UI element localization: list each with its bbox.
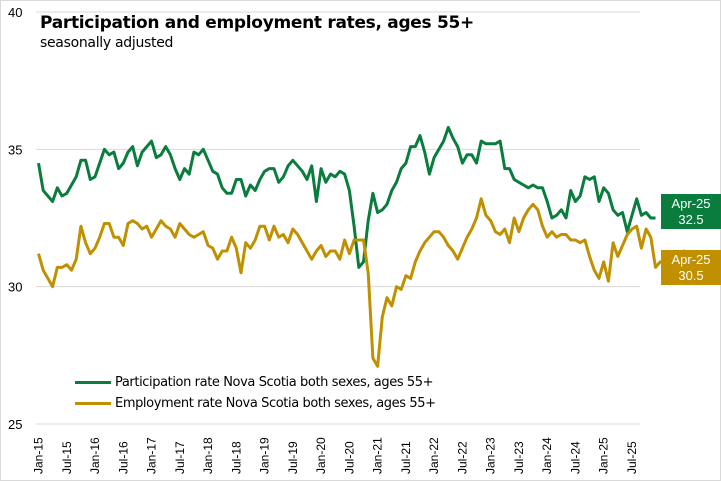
end-label-participation-value: 32.5 (678, 212, 704, 227)
x-tick-label: Jul-20 (342, 441, 356, 474)
y-tick-label-35: 35 (8, 142, 22, 157)
chart-title: Participation and employment rates, ages… (40, 13, 474, 33)
end-label-participation-period: Apr-25 (671, 196, 711, 211)
y-tick-label-25: 25 (8, 417, 22, 432)
x-tick-label: Jan-18 (201, 437, 215, 474)
x-tick-label: Jan-22 (427, 437, 441, 474)
legend-item-participation: Participation rate Nova Scotia both sexe… (75, 372, 436, 393)
x-tick-label: Jul-19 (286, 441, 300, 474)
x-tick-label: Jul-15 (60, 441, 74, 474)
x-tick-label: Jul-24 (568, 441, 582, 474)
chart-subtitle: seasonally adjusted (40, 35, 174, 51)
legend-swatch-employment (75, 402, 111, 405)
employment-rate-line (37, 197, 700, 368)
participation-rate-line (37, 125, 656, 269)
legend-label-employment: Employment rate Nova Scotia both sexes, … (115, 396, 436, 411)
legend: Participation rate Nova Scotia both sexe… (75, 372, 436, 414)
x-tick-label: Jan-16 (88, 437, 102, 474)
legend-swatch-participation (75, 381, 111, 384)
end-label-employment-period: Apr-25 (671, 252, 711, 267)
x-tick-label: Jan-15 (32, 437, 46, 474)
legend-item-employment: Employment rate Nova Scotia both sexes, … (75, 393, 436, 414)
x-tick-label: Jan-17 (145, 437, 159, 474)
x-tick-label: Jul-18 (229, 441, 243, 474)
x-tick-label: Jul-23 (512, 441, 526, 474)
x-tick-label: Jan-20 (314, 437, 328, 474)
y-tick-label-30: 30 (8, 280, 22, 295)
x-tick-label: Jul-17 (173, 441, 187, 474)
x-tick-label: Jan-19 (258, 437, 272, 474)
gridlines (36, 11, 640, 425)
x-tick-label: Jan-21 (371, 437, 385, 474)
x-axis-ticks: Jan-15 Jul-15 Jan-16 Jul-16 Jan-17 Jul-17 Jan-… (32, 437, 639, 474)
series-lines (37, 125, 700, 368)
legend-label-participation: Participation rate Nova Scotia both sexe… (115, 375, 434, 390)
end-label-employment-value: 30.5 (678, 268, 704, 283)
x-tick-label: Jul-22 (455, 441, 469, 474)
x-tick-label: Jan-23 (484, 437, 498, 474)
x-tick-label: Jul-25 (625, 441, 639, 474)
end-label-participation: Apr-25 32.5 (661, 194, 721, 229)
x-tick-label: Jan-25 (597, 437, 611, 474)
x-tick-label: Jul-21 (399, 441, 413, 474)
y-axis-ticks: 25 30 35 40 (8, 5, 22, 432)
end-label-employment: Apr-25 30.5 (661, 250, 721, 285)
x-tick-label: Jan-24 (540, 437, 554, 474)
x-tick-label: Jul-16 (116, 441, 130, 474)
y-tick-label-40: 40 (8, 5, 22, 20)
